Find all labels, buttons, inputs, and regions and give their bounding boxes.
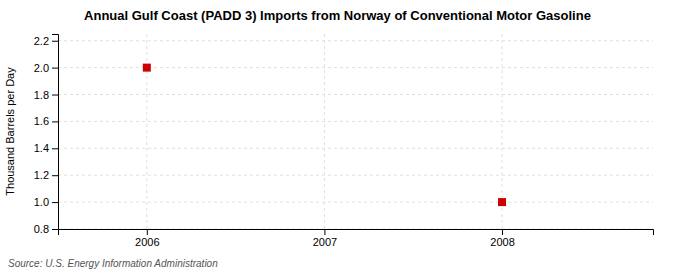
tick-label: 2007: [313, 236, 337, 248]
tick: 2007: [313, 229, 337, 248]
tick: 0.8: [34, 223, 58, 235]
tick-label: 0.8: [34, 223, 49, 235]
points: [143, 64, 506, 206]
tick: 1.0: [34, 196, 58, 208]
plot: 2006 2007 2008 0.8 1.0 1.2 1.4 1.6 1.8 2.0 2.2: [34, 34, 654, 248]
tick-mark: [52, 175, 58, 176]
point: [498, 198, 506, 206]
tick-label: 1.4: [34, 142, 49, 154]
tick-label: 1.8: [34, 89, 49, 101]
tick: 1.8: [34, 89, 58, 101]
chart: 2006 2007 2008 0.8 1.0 1.2 1.4 1.6 1.8 2.0 2.2 Annu…: [0, 0, 675, 275]
grid-line: [146, 34, 147, 229]
tick-mark: [52, 95, 58, 96]
axis-line: [59, 230, 654, 236]
tick-label: 2008: [490, 236, 514, 248]
tick: 2006: [135, 229, 159, 248]
tick-mark: [52, 68, 58, 69]
tick: 2.0: [34, 62, 58, 74]
tick-mark: [52, 202, 58, 203]
tick-label: 1.2: [34, 169, 49, 181]
title: Annual Gulf Coast (PADD 3) Imports from …: [84, 8, 591, 23]
tick-mark: [52, 148, 58, 149]
tick-mark: [324, 229, 325, 235]
tick-label: 2.0: [34, 62, 49, 74]
tick-label: 1.6: [34, 115, 49, 127]
grid-line: [58, 121, 653, 122]
tick-label: 1.0: [34, 196, 49, 208]
tick: 1.6: [34, 115, 58, 127]
point: [143, 64, 151, 72]
tick: 1.2: [34, 169, 58, 181]
tick-label: 2006: [135, 236, 159, 248]
y-axis-title: Thousand Barrels per Day: [4, 67, 16, 196]
x-axis: 2006 2007 2008: [59, 229, 654, 248]
grid: [58, 34, 653, 229]
annotation: Source: U.S. Energy Information Administ…: [8, 258, 218, 269]
grid-line: [324, 34, 325, 229]
tick: 2008: [490, 229, 514, 248]
tick-mark: [52, 41, 58, 42]
tick-mark: [52, 121, 58, 122]
y-axis: 0.8 1.0 1.2 1.4 1.6 1.8 2.0 2.2: [34, 35, 59, 236]
tick: 2.2: [34, 35, 58, 47]
tick-label: 2.2: [34, 35, 49, 47]
tick-mark: [147, 229, 148, 235]
tick-mark: [502, 229, 503, 235]
tick-mark: [52, 229, 58, 230]
axis-line: [52, 35, 59, 230]
tick: 1.4: [34, 142, 58, 154]
